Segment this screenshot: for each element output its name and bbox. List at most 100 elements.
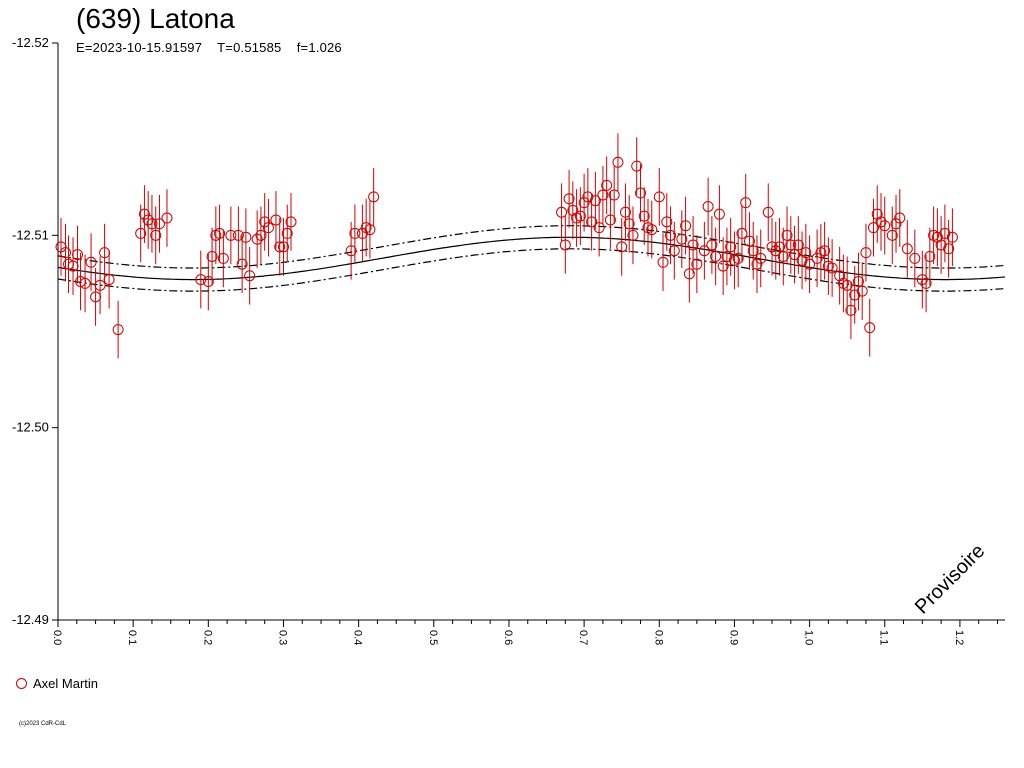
data-point-marker [751,258,763,270]
data-point-marker [777,250,789,262]
data-point-marker [277,241,289,253]
data-point [202,252,214,311]
data-point-marker [732,252,744,264]
data-point-marker [743,235,755,247]
data-point-marker [740,197,752,209]
data-point [777,227,789,286]
data-point-marker [368,191,380,203]
data-point [924,227,936,286]
data-point-marker [578,197,590,209]
data-point-marker [755,252,767,264]
data-point-marker [153,218,165,230]
data-point-marker [864,322,876,334]
data-point-marker [867,222,879,234]
data-point [841,256,853,315]
x-tick-label: 1.1 [878,630,890,645]
data-point [586,193,598,251]
copyright: (c)2023 CdR-CdL [19,721,67,727]
data-point-marker [559,239,571,251]
data-point-marker [225,229,237,241]
data-point [691,235,703,294]
data-point-marker [785,239,797,251]
data-point-marker [676,233,688,245]
data-point [262,198,274,257]
x-tick-label: 0.9 [727,630,739,645]
data-point [785,216,797,274]
data-point-marker [646,224,658,236]
data-point [886,206,898,265]
x-tick-label: 0.8 [652,630,664,645]
data-point-marker [792,239,804,251]
data-point [623,194,635,253]
data-point [217,229,229,288]
data-point [214,204,226,263]
data-point-marker [135,227,147,239]
data-point [578,173,590,232]
data-point-marker [349,227,361,239]
data-point-marker [781,229,793,241]
data-point-marker [890,218,902,230]
data-point [135,204,147,263]
data-point [717,237,729,295]
data-point [79,254,91,313]
data-point-marker [762,206,774,218]
data-point-marker [698,245,710,257]
data-point [646,200,658,259]
data-point-marker [270,214,282,226]
data-point-marker [556,206,568,218]
data-point [150,206,162,265]
data-point [751,235,763,294]
data-point-marker [161,212,173,224]
data-point-marker [886,229,898,241]
model-envelope-upper [57,225,1006,269]
data-point-marker [770,245,782,257]
data-point-marker [702,200,714,212]
data-point [597,166,609,224]
data-point-marker [563,193,575,205]
data-point [274,218,286,276]
data-point-marker [680,220,692,232]
data-point [244,246,256,305]
data-point-marker [811,252,823,264]
data-point-marker [202,275,214,287]
legend-label: Axel Martin [33,675,99,691]
data-point [94,256,106,315]
data-point-marker [244,270,256,282]
data-point-marker [214,227,226,239]
data-point [890,194,902,253]
data-point-marker [875,216,887,228]
data-point-marker [627,229,639,241]
data-point [281,204,293,263]
data-point [90,268,102,326]
data-point-marker [901,243,913,255]
data-point-marker [612,156,624,168]
data-point-marker [281,227,293,239]
data-point [67,237,79,295]
data-point-marker [574,210,586,222]
data-point-marker [142,214,154,226]
data-point-marker [138,208,150,220]
data-point [909,229,921,288]
data-point-marker [736,227,748,239]
data-point-marker [665,229,677,241]
data-point [661,193,673,251]
data-point-marker [916,274,928,286]
data-point-marker [195,274,207,286]
data-point-marker [616,241,628,253]
data-point-marker [255,229,267,241]
y-tick-label: -12.50 [12,420,49,435]
data-point [743,212,755,270]
data-point-marker [85,256,97,268]
data-point [852,252,864,311]
data-point [676,210,688,269]
data-point-marker [60,247,72,259]
data-point [901,219,913,278]
data-point [713,185,725,244]
data-point [946,208,958,267]
data-point [800,223,812,282]
data-point [345,221,357,280]
data-point-marker [364,224,376,236]
data-point [706,216,718,274]
data-point [879,196,891,255]
data-point [683,244,695,303]
